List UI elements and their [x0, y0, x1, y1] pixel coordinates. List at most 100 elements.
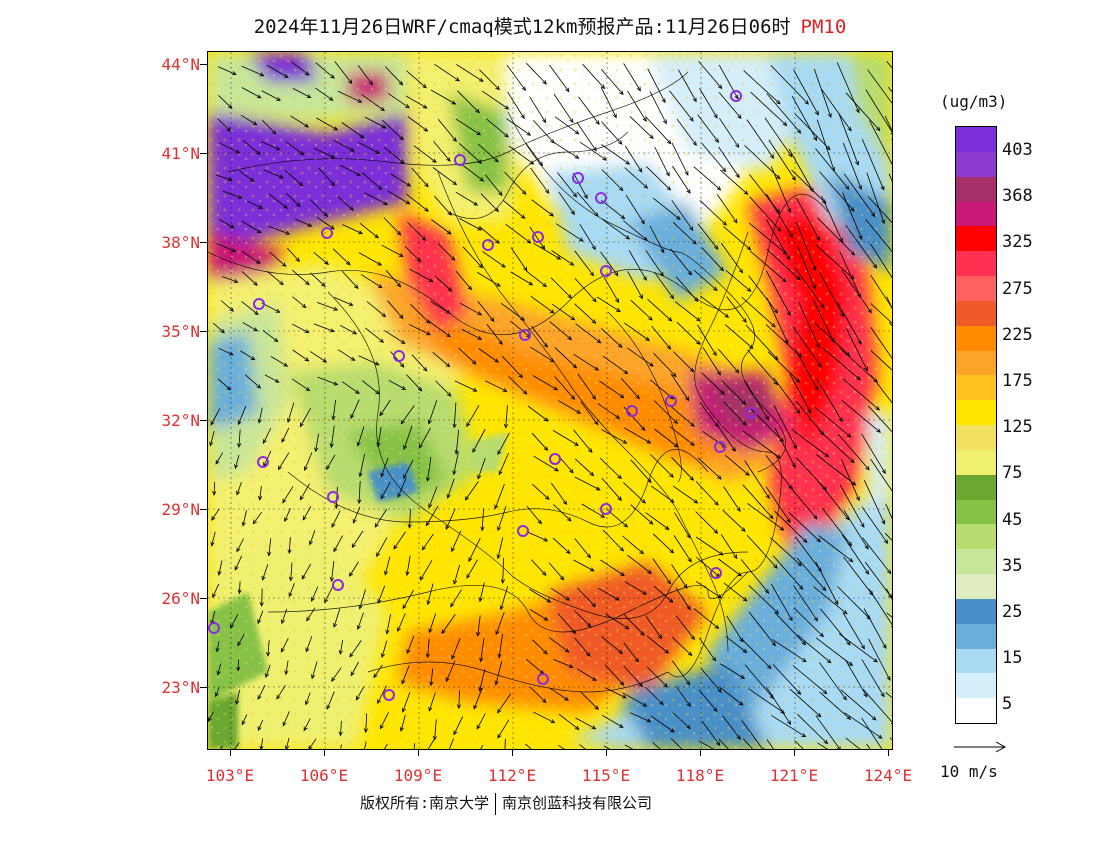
wind-vector — [576, 191, 599, 217]
wind-vector — [870, 303, 892, 324]
wind-arrowhead — [850, 207, 855, 212]
wind-arrowhead — [351, 543, 356, 549]
wind-vector — [291, 378, 310, 391]
wind-arrowhead — [210, 420, 215, 426]
wind-vector — [788, 148, 814, 192]
wind-vector — [241, 714, 248, 725]
wind-vector — [313, 251, 329, 265]
wind-vector — [884, 115, 892, 132]
wind-vector — [554, 376, 575, 400]
wind-arrowhead — [472, 448, 477, 453]
wind-arrowhead — [764, 415, 769, 421]
wind-vector — [788, 512, 821, 543]
wind-arrowhead — [329, 225, 335, 230]
wind-vector — [530, 295, 555, 314]
wind-vector — [530, 167, 550, 194]
wind-vector — [432, 167, 457, 185]
wind-vector — [623, 614, 645, 636]
wind-arrowhead — [624, 625, 630, 630]
wind-vector — [292, 269, 310, 285]
wind-arrowhead — [445, 362, 451, 368]
wind-vector — [213, 482, 216, 496]
wind-vector — [262, 329, 278, 342]
wind-arrowhead — [352, 330, 358, 335]
pollutant-label: PM10 — [800, 16, 847, 38]
wind-vector — [465, 481, 479, 501]
wind-vector — [740, 559, 769, 594]
colorbar-segment — [956, 598, 996, 625]
wind-vector — [448, 738, 454, 749]
wind-vector — [380, 482, 391, 499]
wind-vector — [219, 142, 240, 154]
wind-arrowhead — [786, 720, 792, 726]
wind-arrowhead — [326, 704, 331, 710]
wind-vector — [676, 118, 697, 146]
wind-vector — [342, 224, 363, 234]
wind-vector — [326, 454, 336, 470]
wind-vector — [390, 351, 405, 368]
wind-vector — [266, 64, 289, 78]
wind-vector — [310, 272, 326, 287]
wind-vector — [741, 296, 776, 328]
wind-vector — [339, 325, 357, 335]
wind-arrowhead — [622, 439, 628, 444]
wind-vector — [650, 454, 674, 478]
wind-vector — [357, 65, 373, 85]
wind-vector — [262, 120, 276, 135]
wind-arrowhead — [600, 84, 606, 90]
wind-arrowhead — [273, 337, 279, 343]
wind-arrowhead — [834, 600, 839, 606]
wind-vector — [719, 663, 745, 679]
wind-vector — [647, 68, 666, 103]
wind-arrowhead — [400, 419, 405, 425]
wind-arrowhead — [648, 316, 653, 321]
wind-vector — [215, 174, 233, 181]
wind-vector — [257, 719, 264, 731]
wind-vector — [434, 63, 460, 82]
wind-vector — [697, 223, 719, 250]
wind-arrowhead — [662, 119, 667, 125]
wind-arrowhead — [217, 571, 222, 576]
wind-arrowhead — [872, 263, 878, 269]
wind-vector — [453, 452, 459, 475]
wind-arrowhead — [479, 177, 485, 182]
wind-vector — [821, 508, 852, 546]
wind-arrowhead — [373, 673, 378, 679]
wind-vector — [480, 193, 499, 212]
colorbar-label: 175 — [1002, 371, 1033, 391]
wind-arrowhead — [257, 619, 262, 625]
wind-arrowhead — [660, 248, 665, 254]
wind-arrowhead — [619, 681, 625, 686]
wind-arrowhead — [241, 521, 246, 527]
wind-arrowhead — [881, 519, 886, 525]
wind-vector — [357, 141, 380, 154]
wind-vector — [866, 172, 885, 224]
wind-vector — [574, 610, 591, 627]
wind-vector — [765, 324, 802, 358]
wind-arrowhead — [349, 147, 355, 152]
wind-arrowhead — [480, 526, 485, 532]
wind-arrowhead — [748, 344, 754, 349]
wind-vector — [772, 555, 803, 590]
wind-arrowhead — [284, 517, 289, 523]
wind-arrowhead — [477, 474, 482, 480]
wind-vector — [316, 216, 335, 230]
wind-vector — [406, 635, 415, 654]
wind-arrowhead — [333, 126, 339, 131]
wind-vector — [428, 692, 436, 712]
wind-arrowhead — [591, 245, 596, 251]
graticule — [208, 52, 892, 749]
wind-arrowhead — [592, 146, 597, 152]
wind-vector — [718, 146, 740, 178]
wind-vector — [552, 141, 579, 159]
wind-vector — [407, 222, 426, 241]
wind-arrowhead — [452, 470, 457, 476]
wind-arrowhead — [638, 167, 643, 173]
wind-arrowhead — [304, 123, 309, 128]
wind-vector — [672, 351, 694, 372]
wind-arrowhead — [427, 419, 432, 425]
wind-vector — [380, 457, 389, 477]
wind-vector — [350, 661, 359, 676]
wind-arrowhead — [687, 557, 692, 563]
wind-vector — [550, 688, 569, 701]
